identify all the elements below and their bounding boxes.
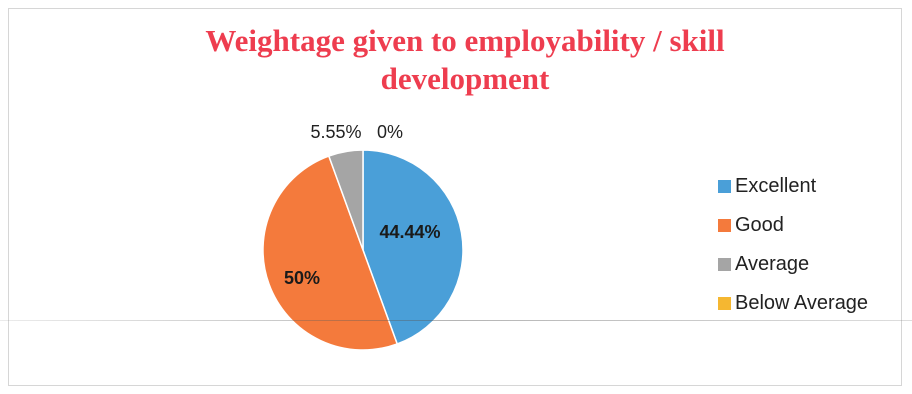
- chart-frame: [8, 8, 902, 386]
- scan-artifact-line: [0, 320, 912, 321]
- pie-slice-excellent: [362, 149, 464, 345]
- legend-item-below-average: Below Average: [718, 289, 868, 318]
- data-label-below-average: 0%: [377, 122, 403, 142]
- chart-title: Weightage given to employability / skill…: [0, 22, 912, 98]
- chart-title-line-2: development: [380, 61, 550, 96]
- data-label-good: 50%: [284, 268, 320, 288]
- chart-title-line-1: Weightage given to employability / skill: [205, 23, 725, 58]
- data-label-average: 5.55%: [310, 122, 361, 142]
- pie-slices: [262, 149, 464, 351]
- chart-legend: Excellent Good Average Below Average: [718, 172, 868, 328]
- data-label-excellent: 44.44%: [379, 222, 440, 242]
- legend-swatch-average: [718, 258, 731, 271]
- legend-label-average: Average: [735, 253, 810, 275]
- legend-label-excellent: Excellent: [735, 175, 817, 197]
- pie-slice-good: [262, 155, 399, 351]
- legend-item-excellent: Excellent: [718, 172, 868, 201]
- legend-label-below-average: Below Average: [735, 292, 869, 314]
- legend-item-good: Good: [718, 211, 868, 240]
- legend-label-good: Good: [735, 214, 784, 236]
- pie-slice-average: [327, 149, 364, 251]
- legend-swatch-excellent: [718, 180, 731, 193]
- legend-item-average: Average: [718, 250, 868, 279]
- legend-swatch-good: [718, 219, 731, 232]
- legend-swatch-below-average: [718, 297, 731, 310]
